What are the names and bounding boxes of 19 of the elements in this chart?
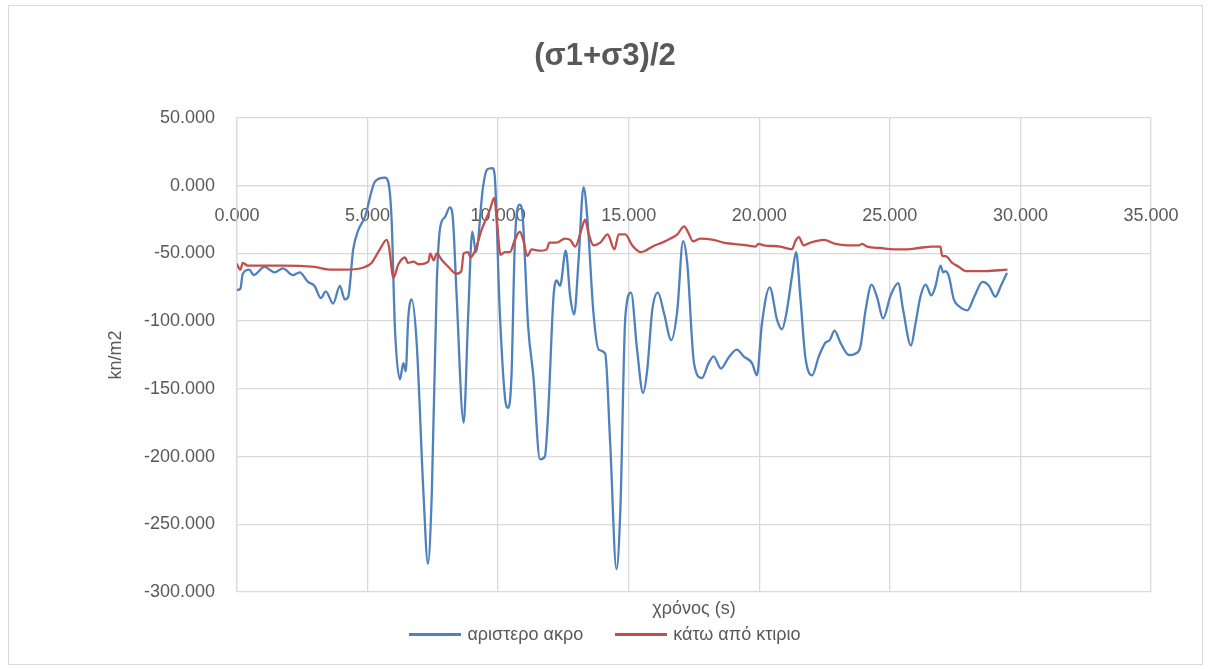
x-tick-label: 0.000 <box>214 205 260 226</box>
x-tick-label: 25.000 <box>862 205 918 226</box>
x-tick-label: 30.000 <box>992 205 1048 226</box>
y-tick-label: -50.000 <box>153 242 215 263</box>
y-tick-label: -150.000 <box>143 377 215 398</box>
y-tick-label: 0.000 <box>169 174 215 195</box>
x-tick-label: 35.000 <box>1123 205 1179 226</box>
chart-title: (σ1+σ3)/2 <box>533 37 677 73</box>
y-tick-label: 50.000 <box>159 106 215 127</box>
legend-label: κάτω από κτιριο <box>673 623 801 645</box>
x-axis-title: χρόνος (s) <box>651 597 737 619</box>
legend-label: αριστερο ακρο <box>467 623 584 645</box>
y-tick-label: -300.000 <box>143 580 215 601</box>
y-tick-label: -100.000 <box>143 310 215 331</box>
x-tick-label: 20.000 <box>731 205 787 226</box>
y-axis-title: kn/m2 <box>104 329 126 382</box>
x-tick-label: 15.000 <box>601 205 657 226</box>
y-tick-label: -200.000 <box>143 445 215 466</box>
y-tick-label: -250.000 <box>143 513 215 534</box>
